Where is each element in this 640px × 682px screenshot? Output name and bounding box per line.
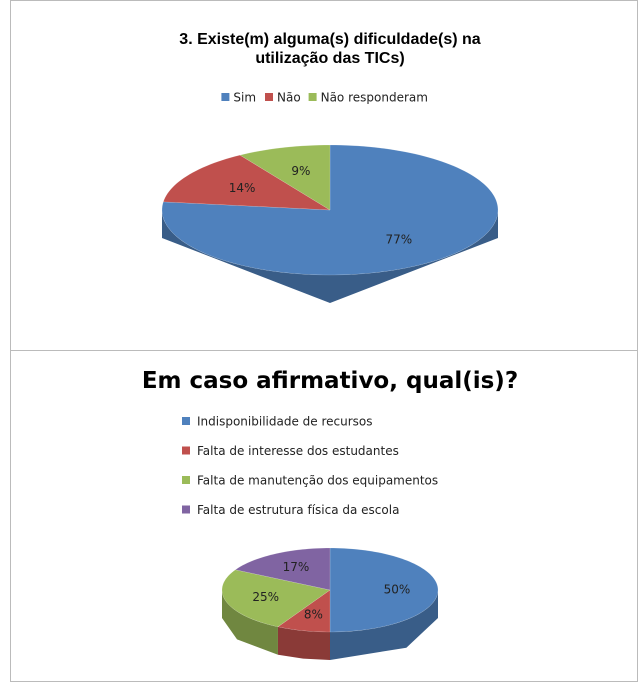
data-label: 9%	[291, 164, 310, 178]
pie-slice	[234, 547, 331, 591]
legend-label: Não	[277, 91, 301, 105]
legend-swatch	[182, 417, 190, 425]
pie-slice	[329, 547, 439, 633]
legend-swatch	[182, 505, 190, 514]
legend-label: Não responderam	[321, 91, 428, 105]
pie-slice	[277, 589, 331, 633]
data-label: 8%	[304, 608, 323, 622]
pie-side	[162, 210, 498, 303]
pie-side	[277, 626, 330, 660]
legend-label: Sim	[233, 91, 256, 105]
pie-side	[222, 590, 278, 655]
legend-swatch	[265, 93, 273, 101]
legend-label: Falta de interesse dos estudantes	[197, 444, 399, 458]
legend-label: Indisponibilidade de recursos	[197, 415, 373, 429]
legend-swatch	[221, 93, 230, 101]
data-label: 50%	[384, 583, 411, 597]
data-label: 14%	[229, 181, 256, 195]
chart-title: 3. Existe(m) alguma(s) dificuldade(s) na…	[179, 31, 481, 67]
data-label: 77%	[386, 233, 413, 247]
legend-label: Falta de estrutura física da escola	[197, 503, 399, 517]
pie-slice	[161, 144, 499, 276]
legend-swatch	[182, 446, 190, 455]
pie-slice	[162, 154, 331, 211]
pie-slice	[239, 144, 331, 211]
pie-side	[330, 590, 438, 660]
legend-swatch	[182, 476, 190, 484]
pie-slice	[221, 569, 331, 628]
legend-label: Falta de manutenção dos equipamentos	[197, 474, 438, 488]
data-label: 25%	[252, 590, 279, 604]
legend-swatch	[308, 93, 317, 101]
chart-title: Em caso afirmativo, qual(is)?	[141, 368, 519, 394]
data-label: 17%	[283, 560, 310, 574]
